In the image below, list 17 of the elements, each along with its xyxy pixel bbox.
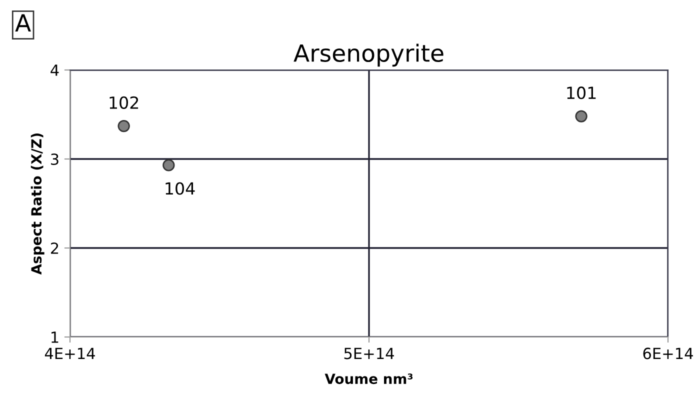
point [575,110,588,122]
y-tick-label: 4 [50,64,59,76]
annotation: 101 [567,86,596,100]
annotation: 104 [166,182,195,195]
annotation: 102 [110,96,138,109]
y-axis-title: Aspect Ratio (X/Z) [30,133,44,275]
y-tick-label: 3 [51,153,58,166]
y-tick-label: 2 [50,242,58,254]
chart-title: Arsenopyrite [294,44,444,67]
point [162,159,175,172]
x-tick-label: 4E+14 [44,348,95,360]
x-tick-label: 6E+14 [643,348,693,360]
point [118,120,130,132]
x-tick-label: 5E+14 [344,348,394,360]
y-tick-label: 1 [52,332,58,343]
x-axis-title: Voume nm³ [324,374,413,384]
text: A [15,14,31,32]
